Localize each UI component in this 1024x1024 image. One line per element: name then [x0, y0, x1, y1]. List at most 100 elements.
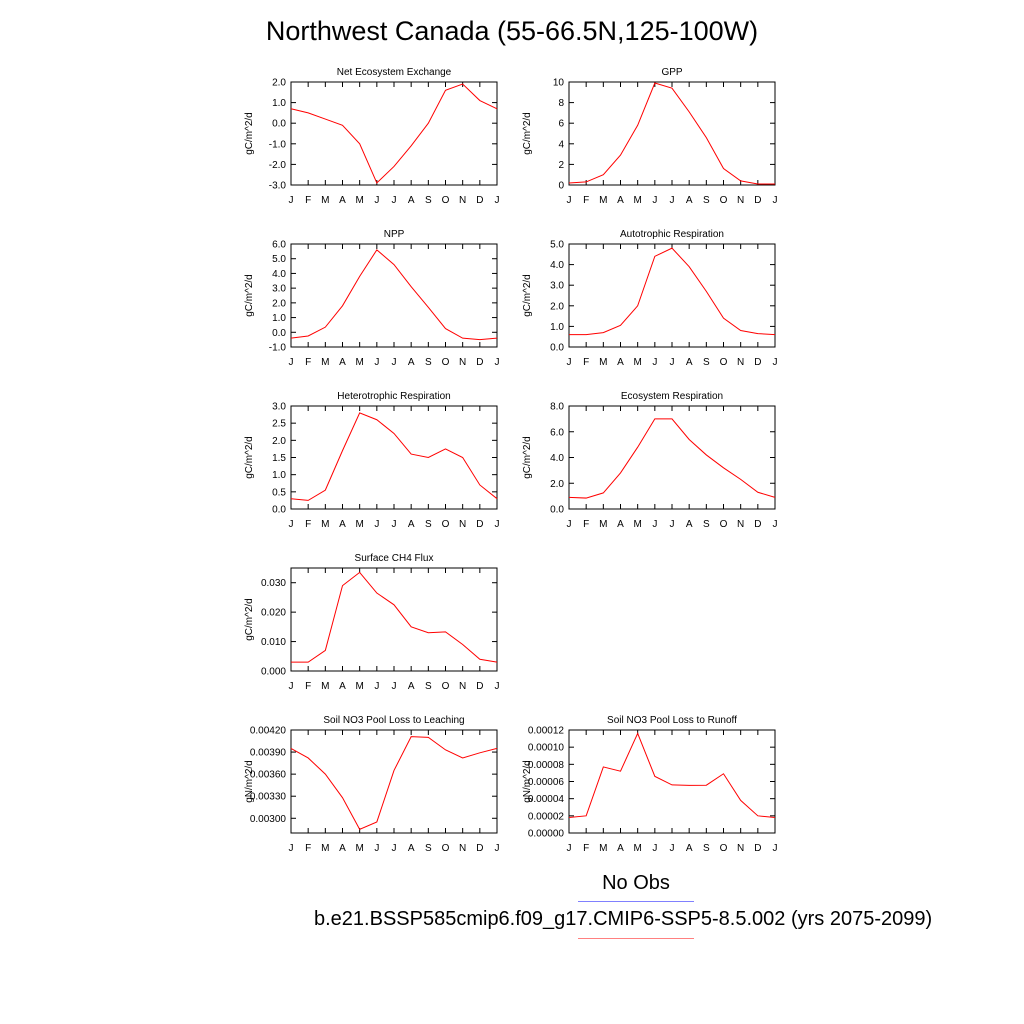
y-tick-label: 0.0	[550, 505, 564, 516]
y-tick-label: 0.00330	[250, 792, 287, 803]
x-tick-label: J	[495, 681, 500, 692]
x-tick-label: N	[737, 843, 744, 854]
x-tick-label: N	[459, 357, 466, 368]
x-tick-label: M	[599, 195, 607, 206]
y-tick-label: 0.00420	[250, 726, 287, 737]
y-tick-label: 0.00012	[528, 726, 565, 737]
x-tick-label: J	[392, 357, 397, 368]
y-tick-label: 10	[553, 78, 565, 89]
x-tick-label: A	[686, 843, 693, 854]
figure-title: Northwest Canada (55-66.5N,125-100W)	[265, 16, 759, 46]
x-tick-label: J	[670, 843, 675, 854]
series-line-0	[568, 732, 776, 819]
x-tick-label: J	[495, 843, 500, 854]
y-tick-label: 8	[558, 98, 564, 109]
x-tick-label: F	[305, 519, 311, 530]
x-tick-label: A	[339, 519, 346, 530]
y-tick-label: 0.00004	[528, 794, 565, 805]
x-tick-label: J	[567, 519, 572, 530]
x-tick-label: J	[670, 519, 675, 530]
x-tick-label: N	[459, 843, 466, 854]
series-line-0	[290, 83, 498, 184]
x-tick-label: F	[305, 195, 311, 206]
y-tick-label: 3.0	[272, 284, 286, 295]
x-tick-label: O	[442, 519, 450, 530]
y-tick-label: -3.0	[269, 181, 287, 192]
y-tick-label: 3.0	[272, 402, 286, 413]
x-tick-label: S	[703, 357, 710, 368]
series-line-0	[290, 249, 498, 341]
panel-title: NPP	[384, 229, 405, 240]
x-tick-label: F	[583, 195, 589, 206]
y-tick-label: 0.00360	[250, 770, 287, 781]
y-tick-label: 0.0	[272, 505, 286, 516]
y-tick-label: 0.00006	[528, 777, 565, 788]
x-tick-label: J	[289, 843, 294, 854]
y-tick-label: 0.000	[261, 667, 286, 678]
x-tick-label: J	[374, 681, 379, 692]
panel-title: GPP	[661, 67, 682, 78]
y-tick-label: 4.0	[550, 260, 564, 271]
y-axis-label: gN/m^2/d	[244, 760, 255, 803]
x-tick-label: J	[289, 519, 294, 530]
x-tick-label: M	[633, 195, 641, 206]
x-tick-label: A	[617, 195, 624, 206]
x-tick-label: M	[321, 519, 329, 530]
panel-title: Heterotrophic Respiration	[337, 391, 450, 402]
x-tick-label: M	[355, 681, 363, 692]
x-tick-label: S	[425, 357, 432, 368]
y-tick-label: 1.5	[272, 453, 286, 464]
x-tick-label: F	[583, 519, 589, 530]
series-line-0	[568, 82, 775, 185]
y-axis-label: gC/m^2/d	[244, 112, 255, 155]
x-tick-label: O	[442, 681, 450, 692]
y-tick-label: 0.00000	[528, 829, 565, 840]
x-tick-label: D	[476, 195, 483, 206]
y-tick-label: 0.5	[272, 487, 286, 498]
x-tick-label: D	[754, 357, 761, 368]
y-tick-label: 1.0	[272, 313, 286, 324]
x-tick-label: A	[408, 357, 415, 368]
y-tick-label: 0.010	[261, 637, 286, 648]
x-tick-label: J	[289, 357, 294, 368]
x-tick-label: A	[339, 195, 346, 206]
y-tick-label: 4.0	[550, 453, 564, 464]
plot-frame	[290, 243, 498, 348]
x-tick-label: M	[355, 357, 363, 368]
x-tick-label: M	[599, 843, 607, 854]
x-tick-label: N	[459, 195, 466, 206]
x-tick-label: J	[495, 519, 500, 530]
panel-title: Surface CH4 Flux	[355, 553, 434, 564]
y-axis-label: gN/m^2/d	[522, 760, 533, 803]
y-tick-label: 1.0	[550, 322, 564, 333]
y-tick-label: 0.030	[261, 578, 286, 589]
y-tick-label: 0.0	[272, 328, 286, 339]
legend-model-label: b.e21.BSSP585cmip6.f09_g17.CMIP6-SSP5-8.…	[314, 908, 933, 930]
y-tick-label: 0.00010	[528, 743, 565, 754]
x-tick-label: J	[374, 357, 379, 368]
plot-frame	[568, 729, 776, 834]
panel-title: Net Ecosystem Exchange	[337, 67, 452, 78]
x-tick-label: J	[567, 843, 572, 854]
x-tick-label: D	[754, 843, 761, 854]
x-tick-label: J	[374, 843, 379, 854]
x-tick-label: A	[617, 843, 624, 854]
y-tick-label: 1.0	[272, 98, 286, 109]
x-tick-label: A	[617, 519, 624, 530]
x-tick-label: N	[459, 681, 466, 692]
x-tick-label: D	[476, 843, 483, 854]
y-axis-label: gC/m^2/d	[522, 274, 533, 317]
x-tick-label: O	[720, 357, 728, 368]
x-tick-label: O	[720, 519, 728, 530]
y-tick-label: 0.00002	[528, 811, 565, 822]
y-tick-label: 0.00390	[250, 748, 287, 759]
panel-title: Autotrophic Respiration	[620, 229, 724, 240]
series-line-0	[290, 736, 498, 830]
y-axis-label: gC/m^2/d	[522, 112, 533, 155]
x-tick-label: A	[686, 195, 693, 206]
y-tick-label: 0.00300	[250, 814, 287, 825]
y-tick-label: -2.0	[269, 160, 287, 171]
